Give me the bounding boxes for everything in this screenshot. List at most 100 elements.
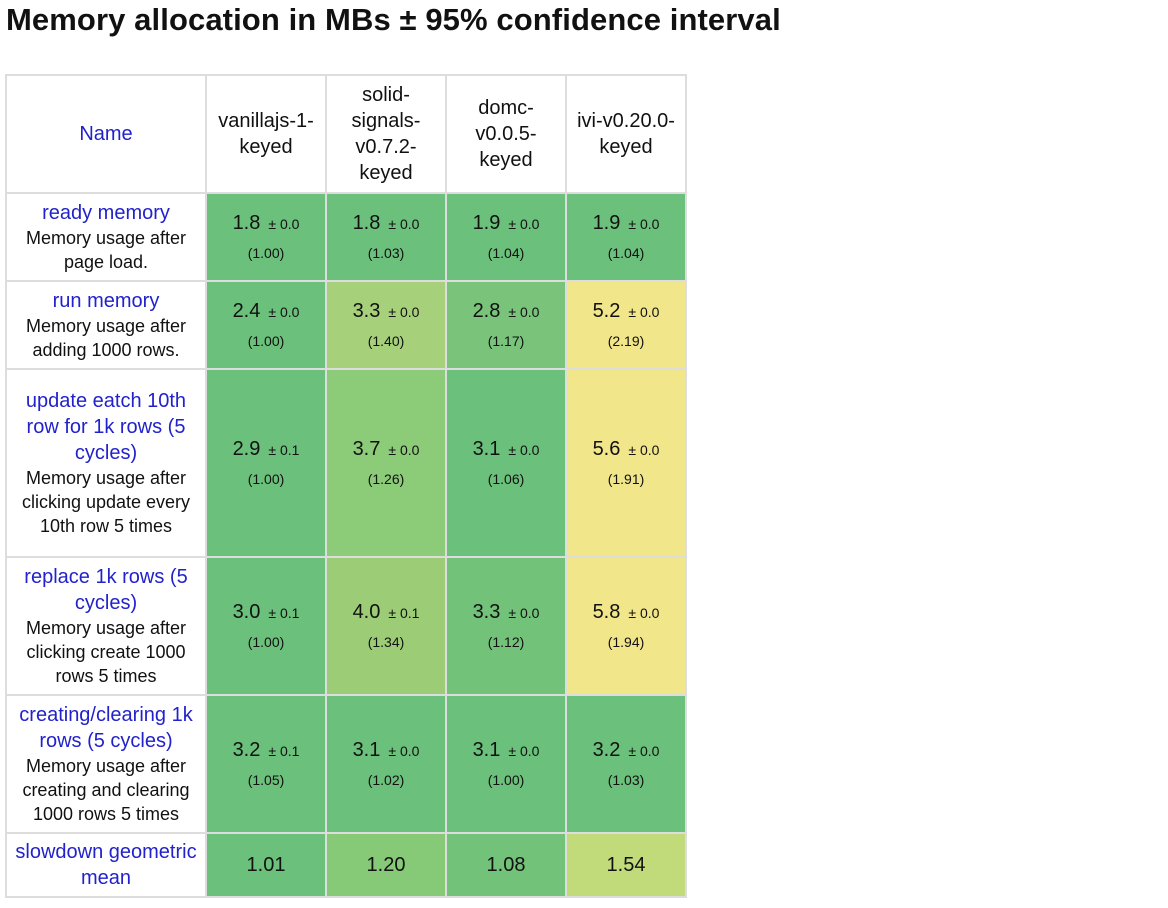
result-cell: 3.1 ± 0.0 (1.00)	[445, 694, 567, 834]
result-value: 3.1	[472, 438, 501, 460]
results-table: Name vanillajs-1-keyed solid-signals-v0.…	[5, 74, 687, 898]
benchmark-description: Memory usage after clicking update every…	[21, 468, 191, 536]
result-cell: 1.8 ± 0.0 (1.03)	[325, 192, 447, 282]
framework-header-ivi[interactable]: ivi-v0.20.0-keyed	[565, 74, 687, 194]
result-value: 1.9	[592, 212, 621, 234]
slowdown-ratio: (1.03)	[607, 772, 645, 788]
slowdown-ratio: (1.03)	[367, 245, 405, 261]
benchmark-description: Memory usage after page load.	[25, 228, 187, 272]
slowdown-ratio: (1.17)	[487, 333, 525, 349]
confidence-interval: ± 0.0	[388, 743, 420, 759]
benchmark-header-cell: slowdown geometric mean	[5, 832, 207, 898]
confidence-interval: ± 0.0	[268, 304, 300, 320]
result-cell: 2.9 ± 0.1 (1.00)	[205, 368, 327, 558]
slowdown-ratio: (1.26)	[367, 471, 405, 487]
benchmark-description: Memory usage after clicking create 1000 …	[25, 618, 187, 686]
result-cell: 3.0 ± 0.1 (1.00)	[205, 556, 327, 696]
benchmark-description: Memory usage after creating and clearing…	[22, 756, 190, 824]
result-value: 2.9	[232, 438, 261, 460]
result-value: 1.8	[232, 212, 261, 234]
result-cell: 3.1 ± 0.0 (1.06)	[445, 368, 567, 558]
framework-header-solid[interactable]: solid-signals-v0.7.2-keyed	[325, 74, 447, 194]
geometric-mean-label[interactable]: slowdown geometric mean	[15, 841, 197, 889]
slowdown-ratio: (1.00)	[487, 772, 525, 788]
result-value: 2.8	[472, 300, 501, 322]
mean-value: 1.01	[246, 853, 286, 876]
result-cell: 3.1 ± 0.0 (1.02)	[325, 694, 447, 834]
result-cell: 2.4 ± 0.0 (1.00)	[205, 280, 327, 370]
result-value: 3.7	[352, 438, 381, 460]
slowdown-ratio: (1.00)	[247, 634, 285, 650]
result-value: 3.2	[592, 739, 621, 761]
benchmark-description: Memory usage after adding 1000 rows.	[25, 316, 187, 360]
result-cell: 3.2 ± 0.1 (1.05)	[205, 694, 327, 834]
slowdown-ratio: (1.00)	[247, 333, 285, 349]
result-value: 4.0	[352, 601, 381, 623]
mean-value: 1.20	[366, 853, 406, 876]
name-column-header[interactable]: Name	[5, 74, 207, 194]
confidence-interval: ± 0.0	[508, 304, 540, 320]
benchmark-name-link[interactable]: creating/clearing 1k rows (5 cycles)	[19, 704, 193, 752]
slowdown-ratio: (1.06)	[487, 471, 525, 487]
slowdown-ratio: (1.00)	[247, 471, 285, 487]
result-value: 3.1	[352, 739, 381, 761]
confidence-interval: ± 0.0	[508, 442, 540, 458]
result-value: 5.8	[592, 601, 621, 623]
table-row: update eatch 10th row for 1k rows (5 cyc…	[5, 368, 687, 558]
result-value: 5.2	[592, 300, 621, 322]
benchmark-header-cell: creating/clearing 1k rows (5 cycles) Mem…	[5, 694, 207, 834]
confidence-interval: ± 0.0	[388, 442, 420, 458]
result-value: 1.8	[352, 212, 381, 234]
table-row: run memory Memory usage after adding 100…	[5, 280, 687, 370]
slowdown-ratio: (2.19)	[607, 333, 645, 349]
confidence-interval: ± 0.0	[508, 743, 540, 759]
confidence-interval: ± 0.0	[388, 216, 420, 232]
confidence-interval: ± 0.0	[628, 442, 660, 458]
slowdown-ratio: (1.04)	[487, 245, 525, 261]
confidence-interval: ± 0.0	[508, 605, 540, 621]
slowdown-ratio: (1.04)	[607, 245, 645, 261]
confidence-interval: ± 0.1	[388, 605, 420, 621]
table-row: ready memory Memory usage after page loa…	[5, 192, 687, 282]
confidence-interval: ± 0.0	[388, 304, 420, 320]
result-value: 3.1	[472, 739, 501, 761]
result-cell: 1.8 ± 0.0 (1.00)	[205, 192, 327, 282]
result-value: 5.6	[592, 438, 621, 460]
result-cell: 3.3 ± 0.0 (1.12)	[445, 556, 567, 696]
benchmark-header-cell: run memory Memory usage after adding 100…	[5, 280, 207, 370]
result-value: 2.4	[232, 300, 261, 322]
mean-value: 1.08	[486, 853, 526, 876]
table-row: creating/clearing 1k rows (5 cycles) Mem…	[5, 694, 687, 834]
slowdown-ratio: (1.00)	[247, 245, 285, 261]
result-value: 1.9	[472, 212, 501, 234]
mean-cell: 1.08	[445, 832, 567, 898]
result-value: 3.0	[232, 601, 261, 623]
result-cell: 1.9 ± 0.0 (1.04)	[445, 192, 567, 282]
confidence-interval: ± 0.1	[268, 743, 300, 759]
framework-header-vanillajs[interactable]: vanillajs-1-keyed	[205, 74, 327, 194]
confidence-interval: ± 0.0	[268, 216, 300, 232]
benchmark-name-link[interactable]: update eatch 10th row for 1k rows (5 cyc…	[25, 390, 187, 464]
benchmark-name-link[interactable]: ready memory	[42, 202, 170, 224]
result-cell: 4.0 ± 0.1 (1.34)	[325, 556, 447, 696]
slowdown-ratio: (1.40)	[367, 333, 405, 349]
slowdown-ratio: (1.94)	[607, 634, 645, 650]
benchmark-name-link[interactable]: replace 1k rows (5 cycles)	[24, 566, 188, 614]
result-cell: 5.6 ± 0.0 (1.91)	[565, 368, 687, 558]
confidence-interval: ± 0.0	[628, 304, 660, 320]
slowdown-ratio: (1.05)	[247, 772, 285, 788]
mean-cell: 1.01	[205, 832, 327, 898]
result-cell: 2.8 ± 0.0 (1.17)	[445, 280, 567, 370]
benchmark-name-link[interactable]: run memory	[52, 290, 160, 312]
benchmark-header-cell: replace 1k rows (5 cycles) Memory usage …	[5, 556, 207, 696]
result-cell: 1.9 ± 0.0 (1.04)	[565, 192, 687, 282]
result-cell: 3.2 ± 0.0 (1.03)	[565, 694, 687, 834]
confidence-interval: ± 0.0	[628, 605, 660, 621]
benchmark-header-cell: update eatch 10th row for 1k rows (5 cyc…	[5, 368, 207, 558]
result-value: 3.3	[352, 300, 381, 322]
framework-header-domc[interactable]: domc-v0.0.5-keyed	[445, 74, 567, 194]
result-cell: 5.2 ± 0.0 (2.19)	[565, 280, 687, 370]
confidence-interval: ± 0.0	[628, 216, 660, 232]
mean-value: 1.54	[606, 853, 646, 876]
result-cell: 5.8 ± 0.0 (1.94)	[565, 556, 687, 696]
